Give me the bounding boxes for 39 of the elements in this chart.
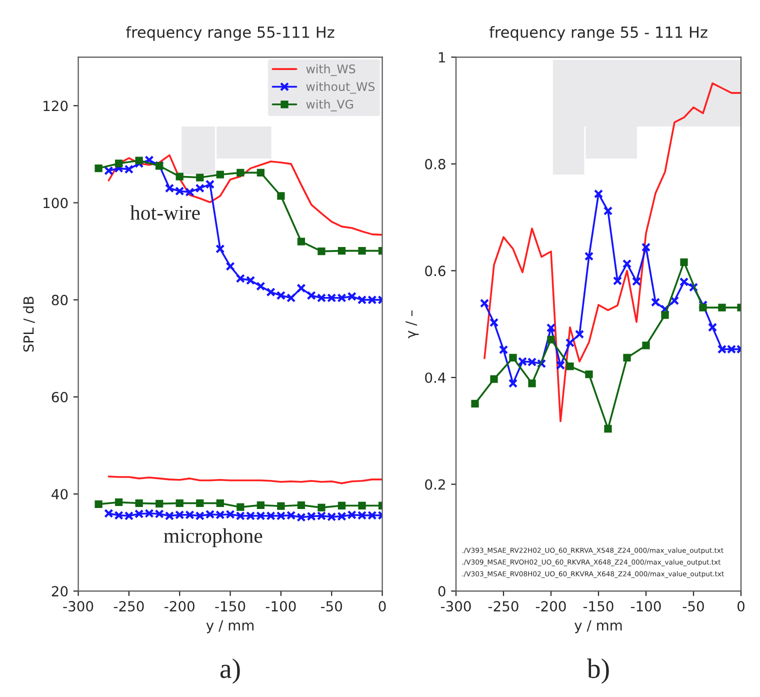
y-tick-label: 0.2 xyxy=(425,479,445,490)
x-tick-label: 0 xyxy=(737,601,744,612)
text: a) xyxy=(220,658,240,684)
x-tick-label: -100 xyxy=(630,601,661,612)
text: b) xyxy=(586,658,609,684)
x-tick-label: -50 xyxy=(320,601,342,612)
y-axis-title: SPL / dB xyxy=(23,296,35,352)
legend-label: without_WS xyxy=(306,82,375,94)
x-tick-label: -150 xyxy=(583,601,614,612)
y-tick-label: 80 xyxy=(52,294,68,306)
y-tick-label: 20 xyxy=(52,586,68,597)
x-tick-label: -250 xyxy=(114,601,144,612)
x-tick-label: 0 xyxy=(378,601,386,612)
x-axis-title: y / mm xyxy=(206,620,254,634)
x-tick-label: -300 xyxy=(440,601,471,612)
x-tick-label: -200 xyxy=(164,601,194,612)
x-tick-label: -300 xyxy=(63,601,94,612)
y-tick-label: 1 xyxy=(438,52,445,62)
x-tick-label: -200 xyxy=(536,601,566,612)
y-axis-title: γ / – xyxy=(406,310,419,338)
y-tick-label: 40 xyxy=(52,488,68,500)
chart-title: frequency range 55-111 Hz xyxy=(126,26,334,41)
y-tick-label: 0.4 xyxy=(425,372,446,383)
chart-title: frequency range 55 - 111 Hz xyxy=(489,26,708,41)
y-tick-label: 100 xyxy=(44,198,68,208)
x-axis-title: y / mm xyxy=(574,620,622,634)
y-tick-label: 60 xyxy=(52,392,68,402)
annotation: microphone xyxy=(164,528,262,548)
annotation: hot-wire xyxy=(130,205,200,220)
x-tick-label: -100 xyxy=(266,601,296,612)
x-tick-label: -250 xyxy=(488,601,518,612)
y-tick-label: 0.6 xyxy=(425,266,446,276)
x-tick-label: -150 xyxy=(215,601,246,612)
legend-label: with_VG xyxy=(306,100,353,112)
x-tick-label: -50 xyxy=(682,601,704,612)
y-tick-label: 120 xyxy=(44,100,68,112)
legend-label: with_WS xyxy=(306,64,356,76)
y-tick-label: 0.8 xyxy=(425,158,446,170)
y-tick-label: 0 xyxy=(438,586,446,597)
